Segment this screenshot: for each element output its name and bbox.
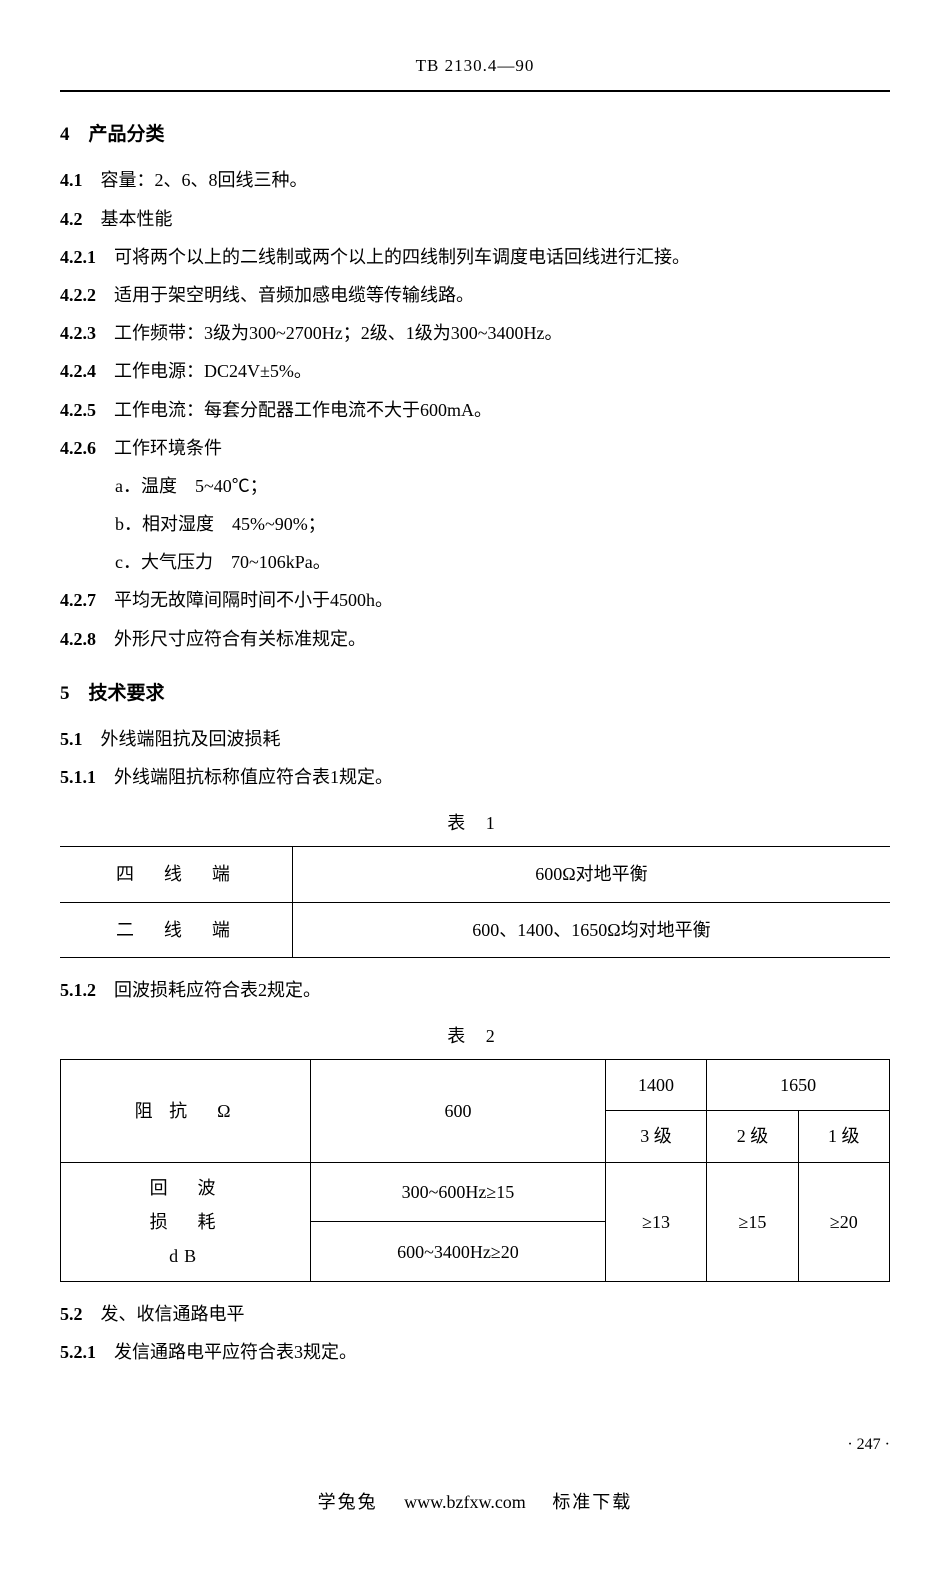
table2-h-l3: 3 级 — [605, 1111, 707, 1162]
table2-h-l1: 1 级 — [798, 1111, 889, 1162]
table2-rl1: 回 波 — [65, 1171, 306, 1205]
item-4-2-5: 4.2.5 工作电流：每套分配器工作电流不大于600mA。 — [60, 393, 890, 427]
item-4-2-4: 4.2.4 工作电源：DC24V±5%。 — [60, 354, 890, 388]
page-number: · 247 · — [60, 1430, 890, 1460]
table-row: 阻 抗 Ω 600 1400 1650 — [61, 1060, 890, 1111]
text-5-1-1: 外线端阻抗标称值应符合表1规定。 — [96, 767, 393, 787]
item-5-1: 5.1 外线端阻抗及回波损耗 — [60, 722, 890, 756]
table2-h-600: 600 — [311, 1060, 606, 1162]
item-4-1: 4.1 容量：2、6、8回线三种。 — [60, 163, 890, 197]
prefix-5-2-1: 5.2.1 — [60, 1342, 96, 1362]
item-5-1-2: 5.1.2 回波损耗应符合表2规定。 — [60, 973, 890, 1007]
table2-v600b: 600~3400Hz≥20 — [311, 1222, 606, 1282]
env-c: c．大气压力 70~106kPa。 — [115, 545, 890, 579]
prefix-4-1: 4.1 — [60, 170, 83, 190]
text-4-1: 容量：2、6、8回线三种。 — [83, 170, 308, 190]
prefix-4-2-7: 4.2.7 — [60, 590, 96, 610]
item-5-2: 5.2 发、收信通路电平 — [60, 1297, 890, 1331]
footer-tagline: 标准下载 — [552, 1492, 632, 1512]
prefix-5-2: 5.2 — [60, 1304, 83, 1324]
table2: 阻 抗 Ω 600 1400 1650 3 级 2 级 1 级 回 波 损 耗 … — [60, 1059, 890, 1282]
text-5-2: 发、收信通路电平 — [83, 1304, 245, 1324]
text-5-1: 外线端阻抗及回波损耗 — [83, 729, 281, 749]
footer-site: www.bzfxw.com — [404, 1492, 526, 1512]
prefix-4-2-8: 4.2.8 — [60, 629, 96, 649]
table2-h-impedance: 阻 抗 Ω — [61, 1060, 311, 1162]
item-5-2-1: 5.2.1 发信通路电平应符合表3规定。 — [60, 1335, 890, 1369]
item-4-2-2: 4.2.2 适用于架空明线、音频加感电缆等传输线路。 — [60, 278, 890, 312]
item-5-1-1: 5.1.1 外线端阻抗标称值应符合表1规定。 — [60, 760, 890, 794]
table2-l2: ≥15 — [707, 1162, 798, 1282]
table1-r2c2: 600、1400、1650Ω均对地平衡 — [292, 902, 890, 957]
table2-rowlabel: 回 波 损 耗 dB — [61, 1162, 311, 1282]
table2-rl2: 损 耗 — [65, 1205, 306, 1239]
item-4-2-6: 4.2.6 工作环境条件 — [60, 431, 890, 465]
table1-r1c1: 四 线 端 — [60, 847, 292, 902]
prefix-4-2-4: 4.2.4 — [60, 361, 96, 381]
table1-caption: 表 1 — [60, 806, 890, 840]
prefix-4-2-3: 4.2.3 — [60, 323, 96, 343]
footer: 学兔兔 www.bzfxw.com 标准下载 — [60, 1485, 890, 1519]
prefix-4-2-5: 4.2.5 — [60, 400, 96, 420]
text-4-2-2: 适用于架空明线、音频加感电缆等传输线路。 — [96, 285, 474, 305]
table1: 四 线 端 600Ω对地平衡 二 线 端 600、1400、1650Ω均对地平衡 — [60, 846, 890, 957]
prefix-5-1-2: 5.1.2 — [60, 980, 96, 1000]
prefix-5-1: 5.1 — [60, 729, 83, 749]
item-4-2-3: 4.2.3 工作频带：3级为300~2700Hz；2级、1级为300~3400H… — [60, 316, 890, 350]
prefix-4-2: 4.2 — [60, 209, 83, 229]
item-4-2-1: 4.2.1 可将两个以上的二线制或两个以上的四线制列车调度电话回线进行汇接。 — [60, 240, 890, 274]
prefix-4-2-2: 4.2.2 — [60, 285, 96, 305]
text-4-2-8: 外形尺寸应符合有关标准规定。 — [96, 629, 366, 649]
prefix-4-2-6: 4.2.6 — [60, 438, 96, 458]
table2-rl3: dB — [65, 1239, 306, 1273]
table1-r2c1: 二 线 端 — [60, 902, 292, 957]
prefix-4-2-1: 4.2.1 — [60, 247, 96, 267]
table-row: 二 线 端 600、1400、1650Ω均对地平衡 — [60, 902, 890, 957]
table2-v600a: 300~600Hz≥15 — [311, 1162, 606, 1222]
item-4-2: 4.2 基本性能 — [60, 202, 890, 236]
text-4-2-4: 工作电源：DC24V±5%。 — [96, 361, 312, 381]
table2-h-l2: 2 级 — [707, 1111, 798, 1162]
table1-r1c2: 600Ω对地平衡 — [292, 847, 890, 902]
text-4-2-7: 平均无故障间隔时间不小于4500h。 — [96, 590, 393, 610]
text-4-2-5: 工作电流：每套分配器工作电流不大于600mA。 — [96, 400, 492, 420]
item-4-2-7: 4.2.7 平均无故障间隔时间不小于4500h。 — [60, 583, 890, 617]
text-5-2-1: 发信通路电平应符合表3规定。 — [96, 1342, 357, 1362]
env-a: a．温度 5~40℃； — [115, 469, 890, 503]
table2-h-1400: 1400 — [605, 1060, 707, 1111]
text-4-2-1: 可将两个以上的二线制或两个以上的四线制列车调度电话回线进行汇接。 — [96, 247, 690, 267]
text-4-2-6: 工作环境条件 — [96, 438, 222, 458]
standard-code: TB 2130.4—90 — [60, 50, 890, 82]
table-row: 四 线 端 600Ω对地平衡 — [60, 847, 890, 902]
section-5-title: 5 技术要求 — [60, 676, 890, 712]
env-b: b．相对湿度 45%~90%； — [115, 507, 890, 541]
footer-brand: 学兔兔 — [318, 1492, 378, 1512]
text-5-1-2: 回波损耗应符合表2规定。 — [96, 980, 321, 1000]
item-4-2-8: 4.2.8 外形尺寸应符合有关标准规定。 — [60, 622, 890, 656]
section-4-title: 4 产品分类 — [60, 117, 890, 153]
table-row: 回 波 损 耗 dB 300~600Hz≥15 ≥13 ≥15 ≥20 — [61, 1162, 890, 1222]
table2-l3: ≥13 — [605, 1162, 707, 1282]
table2-h-1650: 1650 — [707, 1060, 890, 1111]
text-4-2: 基本性能 — [83, 209, 173, 229]
table2-l1: ≥20 — [798, 1162, 889, 1282]
table2-caption: 表 2 — [60, 1019, 890, 1053]
text-4-2-3: 工作频带：3级为300~2700Hz；2级、1级为300~3400Hz。 — [96, 323, 562, 343]
prefix-5-1-1: 5.1.1 — [60, 767, 96, 787]
divider — [60, 90, 890, 92]
